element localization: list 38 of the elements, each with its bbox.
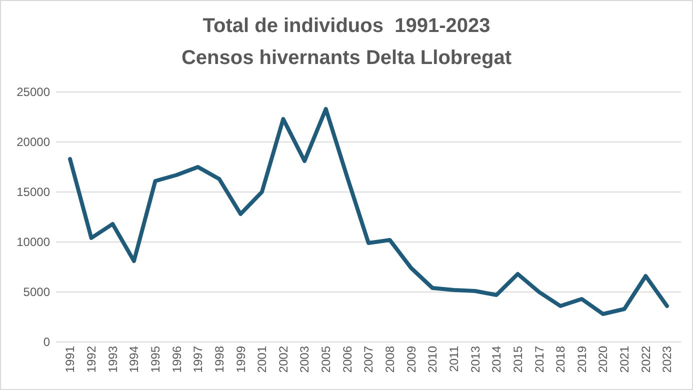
x-tick-label: 1996 xyxy=(170,346,184,373)
y-tick-label: 10000 xyxy=(16,234,50,249)
line-series xyxy=(68,107,669,316)
y-tick-label: 15000 xyxy=(16,184,50,199)
x-tick-label: 2020 xyxy=(596,346,610,373)
x-tick-label: 2014 xyxy=(490,346,504,373)
x-tick-label: 1991 xyxy=(63,346,78,373)
x-tick-label: 2013 xyxy=(468,346,482,373)
x-tick-label: 2021 xyxy=(618,346,632,373)
y-tick-label: 0 xyxy=(43,334,50,349)
x-tick-label: 1997 xyxy=(191,346,206,373)
x-tick-label: 1992 xyxy=(84,346,99,373)
x-tick-label: 1998 xyxy=(212,346,226,373)
y-tick-label: 20000 xyxy=(16,134,50,149)
x-tick-label: 2002 xyxy=(276,346,290,373)
x-tick-label: 2003 xyxy=(298,346,312,373)
x-tick-label: 2022 xyxy=(638,346,653,373)
x-tick-label: 2001 xyxy=(255,346,270,373)
x-tick-label: 2007 xyxy=(362,346,376,373)
x-tick-label: 1994 xyxy=(127,346,142,373)
x-tick-label: 1995 xyxy=(148,346,162,373)
y-tick-label: 25000 xyxy=(16,84,50,99)
x-tick-label: 2023 xyxy=(660,346,674,373)
x-tick-label: 2005 xyxy=(319,346,334,373)
x-tick-label: 2009 xyxy=(404,346,418,373)
x-tick-label: 2018 xyxy=(554,346,568,373)
x-tick-label: 2015 xyxy=(510,346,525,373)
x-tick-label: 2006 xyxy=(340,346,354,373)
y-tick-label: 5000 xyxy=(23,284,50,299)
x-tick-label: 2011 xyxy=(446,346,461,372)
chart-title: Total de individuos 1991-2023 xyxy=(202,15,490,37)
x-tick-label: 2010 xyxy=(426,346,440,373)
x-tick-label: 1993 xyxy=(106,346,120,373)
x-tick-label: 1999 xyxy=(234,346,248,373)
x-tick-label: 2017 xyxy=(532,346,546,373)
x-tick-label: 2019 xyxy=(574,346,589,373)
x-tick-label: 2008 xyxy=(383,346,398,373)
chart-subtitle: Censos hivernants Delta Llobregat xyxy=(181,47,512,69)
